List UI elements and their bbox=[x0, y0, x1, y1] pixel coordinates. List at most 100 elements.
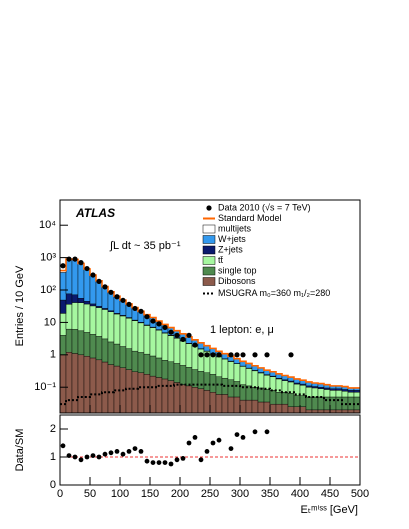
hist-bar bbox=[293, 395, 301, 407]
hist-bar bbox=[143, 353, 151, 375]
hist-bar bbox=[161, 378, 169, 414]
hist-bar bbox=[101, 361, 109, 414]
hist-bar bbox=[233, 381, 241, 398]
ratio-point bbox=[192, 435, 198, 440]
data-point bbox=[114, 294, 120, 300]
hist-bar bbox=[233, 363, 241, 382]
legend-label: Standard Model bbox=[218, 213, 282, 223]
hist-bar bbox=[89, 305, 97, 335]
ratio-y-label: Data/SM bbox=[14, 429, 26, 472]
hist-bar bbox=[269, 403, 277, 414]
legend-label: Dibosons bbox=[218, 276, 256, 286]
hist-bar bbox=[197, 388, 205, 414]
hist-bar bbox=[227, 379, 235, 398]
hist-bar bbox=[107, 311, 115, 343]
hist-bar bbox=[89, 357, 97, 414]
hist-bar bbox=[263, 374, 271, 390]
hist-bar bbox=[251, 399, 259, 414]
hist-bar bbox=[101, 286, 109, 309]
hist-bar bbox=[65, 304, 73, 330]
hist-bar bbox=[95, 359, 103, 414]
data-point bbox=[174, 332, 180, 338]
x-tick-label: 300 bbox=[231, 488, 249, 500]
hist-bar bbox=[353, 390, 361, 393]
ratio-point bbox=[234, 432, 240, 437]
x-axis-label: Eₜᵐⁱˢˢ [GeV] bbox=[300, 504, 358, 516]
data-point bbox=[78, 260, 84, 266]
hist-bar bbox=[149, 327, 157, 357]
ratio-point bbox=[60, 443, 66, 449]
ratio-point bbox=[90, 453, 96, 458]
hist-bar bbox=[77, 302, 85, 332]
hist-bar bbox=[221, 394, 229, 414]
ratio-point bbox=[240, 435, 246, 440]
hist-bar bbox=[59, 313, 67, 336]
legend-swatch bbox=[202, 245, 216, 255]
hist-bar bbox=[131, 371, 139, 414]
ratio-point bbox=[168, 461, 174, 467]
hist-bar bbox=[131, 320, 139, 352]
hist-bar bbox=[305, 396, 313, 411]
legend-label: Data 2010 (√s = 7 TeV) bbox=[218, 202, 311, 212]
hist-bar bbox=[101, 309, 109, 340]
y-tick-label: 10² bbox=[40, 284, 56, 296]
hist-bar bbox=[59, 272, 67, 301]
legend-label: MSUGRA m₀=360 m₁/₂=280 bbox=[218, 288, 330, 298]
x-tick-label: 500 bbox=[351, 488, 369, 500]
ratio-point bbox=[126, 449, 132, 454]
data-point bbox=[186, 332, 192, 338]
hist-bar bbox=[89, 334, 97, 359]
hist-bar bbox=[59, 299, 67, 314]
hist-bar bbox=[71, 259, 79, 296]
hist-bar bbox=[143, 325, 151, 355]
hist-bar bbox=[161, 360, 169, 380]
hist-bar bbox=[203, 390, 211, 414]
ratio-point bbox=[210, 440, 216, 446]
legend-swatch bbox=[202, 277, 216, 286]
hist-bar bbox=[173, 338, 181, 364]
ratio-point bbox=[96, 454, 102, 460]
ratio-point bbox=[120, 451, 126, 457]
ratio-point bbox=[252, 429, 258, 435]
hist-bar bbox=[281, 403, 289, 414]
y-tick-label: 10⁻¹ bbox=[34, 381, 56, 393]
hist-bar bbox=[83, 301, 91, 305]
hist-bar bbox=[83, 356, 91, 414]
hist-bar bbox=[71, 294, 79, 303]
lumi-label: ∫L dt ~ 35 pb⁻¹ bbox=[109, 240, 181, 252]
hist-bar bbox=[209, 392, 217, 414]
hist-bar bbox=[281, 380, 289, 393]
hist-bar bbox=[83, 268, 91, 302]
hist-bar bbox=[161, 332, 169, 361]
hist-bar bbox=[311, 386, 319, 389]
ratio-point bbox=[102, 451, 108, 457]
hist-bar bbox=[191, 345, 199, 370]
hist-bar bbox=[257, 372, 265, 389]
hist-bar bbox=[83, 332, 91, 357]
ratio-point bbox=[186, 440, 192, 446]
hist-bar bbox=[299, 406, 307, 414]
hist-bar bbox=[227, 396, 235, 414]
hist-bar bbox=[221, 358, 229, 379]
hist-bar bbox=[275, 392, 283, 405]
hist-bar bbox=[77, 298, 85, 303]
x-tick-label: 250 bbox=[201, 488, 219, 500]
hist-bar bbox=[83, 303, 91, 333]
hist-bar bbox=[233, 396, 241, 414]
hist-bar bbox=[65, 328, 73, 353]
data-point bbox=[102, 284, 108, 290]
hist-bar bbox=[125, 369, 133, 414]
hist-bar bbox=[95, 307, 103, 337]
legend-label: single top bbox=[218, 265, 257, 275]
hist-bar bbox=[137, 352, 145, 373]
hist-bar bbox=[131, 350, 139, 372]
hist-bar bbox=[137, 322, 145, 353]
hist-bar bbox=[95, 336, 103, 361]
ratio-point bbox=[132, 446, 138, 451]
ratio-point bbox=[72, 454, 78, 460]
data-point bbox=[240, 352, 246, 358]
data-point bbox=[84, 265, 90, 272]
hist-bar bbox=[179, 384, 187, 414]
y-tick-label: 10 bbox=[44, 316, 56, 328]
data-point bbox=[126, 301, 132, 307]
